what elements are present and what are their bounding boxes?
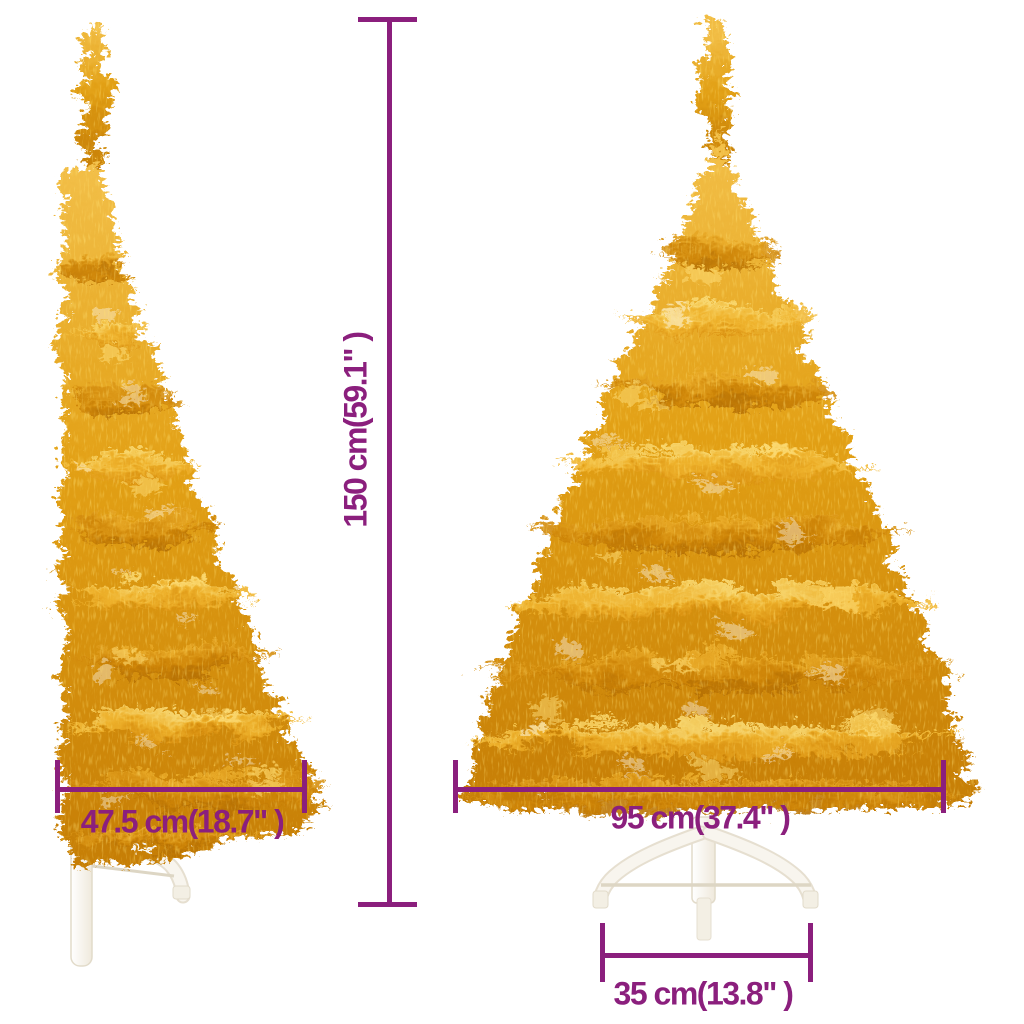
- stand-right-foot: [802, 890, 819, 909]
- full-tree: [446, 10, 962, 801]
- half-tree: [48, 8, 316, 850]
- foliage-tier: [48, 813, 260, 837]
- foliage-tier: [480, 573, 926, 606]
- stand-arm: [85, 839, 189, 902]
- height-dimension-line: [387, 20, 392, 904]
- height-dimension-top-cap: [358, 17, 417, 22]
- full-width-left-tick: [453, 760, 458, 813]
- stand-pole-lower: [696, 897, 712, 941]
- foliage-tier: [52, 373, 166, 400]
- stand-left-foot: [592, 890, 609, 909]
- half-tree-stand: [70, 822, 191, 967]
- foliage-tier: [52, 438, 190, 465]
- foliage-tier: [52, 696, 292, 728]
- foliage-tier: [450, 708, 958, 744]
- stand-rod: [91, 864, 175, 878]
- half-width-dimension-line: [55, 787, 307, 792]
- half-width-right-tick: [302, 760, 307, 813]
- full-width-right-tick: [941, 760, 946, 813]
- foliage-tier: [52, 502, 214, 531]
- full-tree-top-spike: [686, 10, 718, 155]
- half-width-dimension-label: 47.5 cm(18.7" ): [80, 803, 285, 840]
- full-width-dimension-line: [453, 787, 946, 792]
- tinsel-glints: [84, 334, 270, 777]
- stand-foot: [172, 885, 191, 900]
- tinsel-highlights: [68, 295, 245, 796]
- stand-width-left-tick: [600, 923, 605, 982]
- half-width-left-tick: [55, 760, 60, 813]
- height-dimension-bottom-cap: [358, 902, 417, 907]
- foliage-tier: [52, 567, 240, 596]
- stand-width-right-tick: [808, 923, 813, 982]
- foliage-tier: [461, 642, 945, 677]
- tinsel-glints: [520, 253, 882, 763]
- foliage-tier: [52, 244, 120, 268]
- foliage-tier: [446, 765, 962, 801]
- foliage-tier: [509, 503, 899, 536]
- half-tree-top-spike: [68, 8, 97, 155]
- stand-width-dimension-line: [600, 953, 813, 958]
- full-width-dimension-label: 95 cm(37.4" ): [610, 799, 791, 836]
- foliage-tier: [640, 225, 766, 253]
- tinsel-highlights: [507, 293, 825, 766]
- full-tree-stand: [592, 816, 819, 941]
- height-dimension-label: 150 cm(59.1" ): [337, 332, 374, 528]
- foliage-tier: [52, 309, 142, 334]
- stand-width-dimension-label: 35 cm(13.8" ): [613, 975, 794, 1012]
